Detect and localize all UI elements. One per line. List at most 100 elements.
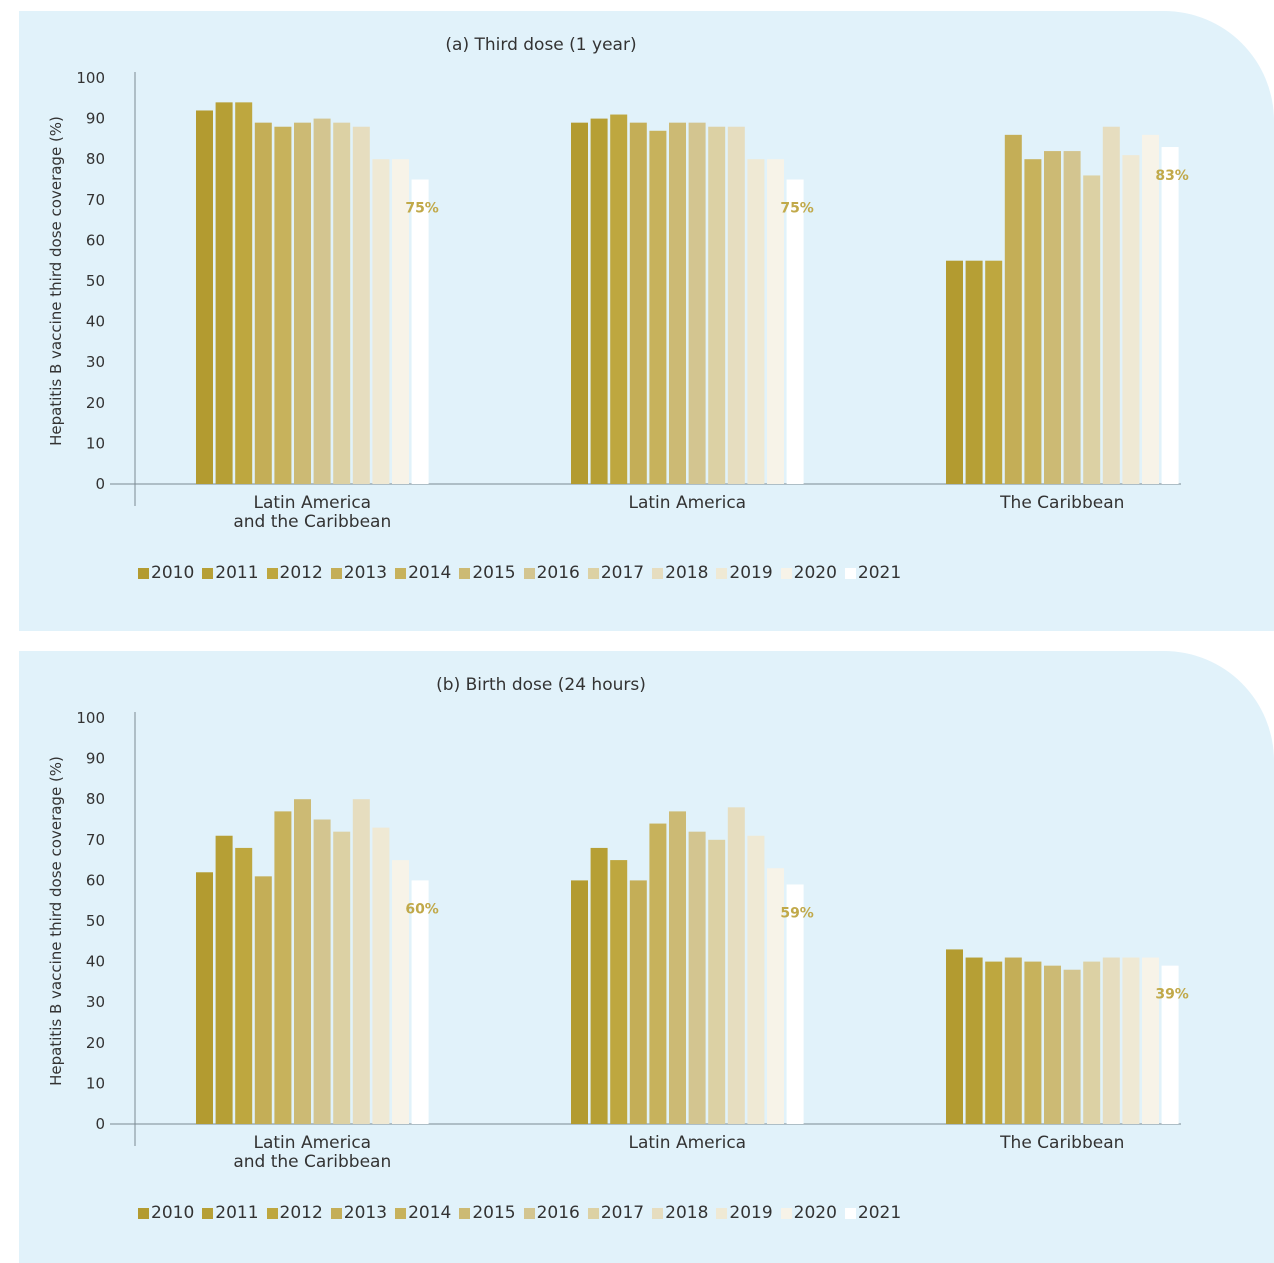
bar-2020-1: [767, 159, 784, 484]
bar-2018-0: [352, 799, 370, 1124]
legend-item-2012: 2012: [266, 1203, 323, 1223]
bar-2013-1: [629, 880, 647, 1124]
bar-2011-2: [965, 957, 983, 1124]
bar-2010-2: [946, 949, 963, 1124]
bar-2020-1: [767, 868, 784, 1124]
bar-2014-2: [1024, 159, 1042, 484]
bar-2010-2: [946, 260, 963, 484]
legend-swatch: [266, 1207, 278, 1219]
bar-2019-2: [1122, 957, 1140, 1124]
legend-label: 2018: [665, 1203, 709, 1223]
bar-2019-2: [1122, 155, 1140, 484]
bar-2010-1: [571, 122, 588, 484]
x-tick-label: Latin America: [629, 1133, 747, 1153]
x-tick-label: Latin America: [629, 493, 747, 513]
y-tick-label: 50: [86, 272, 105, 290]
legend-item-2014: 2014: [395, 563, 451, 583]
data-label: 75%: [780, 201, 814, 217]
bar-2016-2: [1063, 151, 1081, 484]
bar-2021-1: [786, 179, 804, 484]
legend-swatch: [138, 1207, 149, 1219]
legend-swatch: [202, 567, 214, 579]
legend-label: 2020: [793, 1203, 837, 1223]
data-label: 75%: [405, 201, 439, 217]
bar-2016-0: [313, 819, 331, 1124]
legend-swatch: [459, 567, 471, 579]
bar-2021-2: [1161, 965, 1179, 1124]
bar-2011-1: [590, 847, 608, 1124]
bar-2012-0: [235, 102, 253, 485]
data-label: 83%: [1155, 168, 1189, 184]
y-axis-label: Hepatitis B vaccine third dose coverage …: [47, 756, 65, 1086]
y-tick-label: 80: [86, 790, 105, 808]
legend-item-2021: 2021: [844, 563, 901, 583]
bar-2018-2: [1102, 957, 1120, 1124]
bar-2016-1: [688, 831, 706, 1124]
bar-2017-2: [1083, 175, 1101, 484]
legend-swatch: [587, 567, 599, 579]
legend-swatch: [587, 1207, 599, 1219]
bar-2021-0: [411, 179, 429, 484]
chart-panel-birth-dose: (b) Birth dose (24 hours) Hepatitis B vac…: [19, 651, 1274, 1263]
legend-item-2017: 2017: [587, 1203, 645, 1223]
bar-2019-1: [747, 835, 765, 1124]
bar-2021-1: [786, 884, 804, 1124]
legend-swatch: [523, 1207, 535, 1219]
legend-swatch: [844, 567, 856, 579]
legend-item-2016: 2016: [523, 563, 580, 583]
chart-title: (b) Birth dose (24 hours): [436, 675, 646, 695]
bar-2012-1: [610, 114, 628, 484]
y-tick-label: 20: [86, 1034, 105, 1052]
legend-label: 2015: [472, 563, 516, 583]
x-tick-label: and the Caribbean: [233, 1152, 391, 1172]
bar-2015-0: [294, 122, 311, 484]
legend-item-2015: 2015: [459, 563, 516, 583]
legend-label: 2011: [215, 563, 259, 583]
bar-2020-2: [1142, 957, 1159, 1124]
legend-label: 2014: [408, 1203, 452, 1223]
legend-swatch: [266, 567, 278, 579]
legend-swatch: [330, 567, 342, 579]
bar-2014-0: [274, 126, 292, 484]
x-tick-label: The Caribbean: [999, 493, 1124, 513]
bar-2016-1: [688, 122, 706, 484]
bar-2014-0: [274, 811, 292, 1124]
bar-2018-1: [727, 126, 745, 484]
bar-2010-1: [571, 880, 588, 1124]
legend-swatch: [844, 1207, 856, 1219]
bar-2020-0: [392, 860, 409, 1124]
legend-item-2013: 2013: [330, 1203, 388, 1223]
bar-2011-0: [215, 102, 233, 485]
legend-item-2010: 2010: [138, 1203, 194, 1223]
legend-label: 2017: [600, 1203, 645, 1223]
legend-item-2021: 2021: [844, 1203, 901, 1223]
legend-swatch: [780, 567, 792, 579]
bar-2014-2: [1024, 961, 1042, 1124]
legend-label: 2017: [600, 563, 645, 583]
legend-swatch: [202, 1207, 214, 1219]
bar-2012-2: [985, 260, 1003, 484]
y-tick-label: 90: [86, 110, 105, 128]
legend-label: 2020: [793, 563, 837, 583]
y-tick-label: 0: [95, 475, 105, 493]
legend-item-2020: 2020: [780, 1203, 837, 1223]
legend-label: 2010: [151, 563, 195, 583]
bar-2015-2: [1044, 151, 1061, 484]
legend-item-2013: 2013: [330, 563, 387, 583]
x-tick-label: Latin America: [254, 1133, 372, 1153]
data-label: 59%: [780, 905, 814, 921]
bar-2011-1: [590, 118, 608, 484]
legend-label: 2016: [536, 563, 580, 583]
legend-label: 2013: [343, 1203, 388, 1223]
legend-item-2012: 2012: [266, 563, 323, 583]
bar-2013-2: [1004, 957, 1022, 1124]
bar-2012-2: [985, 961, 1003, 1124]
y-tick-label: 30: [86, 993, 105, 1011]
legend-item-2018: 2018: [652, 1203, 708, 1223]
bar-2021-0: [411, 880, 429, 1124]
bar-2011-2: [965, 260, 983, 484]
bar-2015-2: [1044, 965, 1061, 1124]
bar-2012-1: [610, 860, 628, 1124]
bar-2010-0: [196, 110, 213, 484]
bar-2010-0: [196, 872, 213, 1124]
